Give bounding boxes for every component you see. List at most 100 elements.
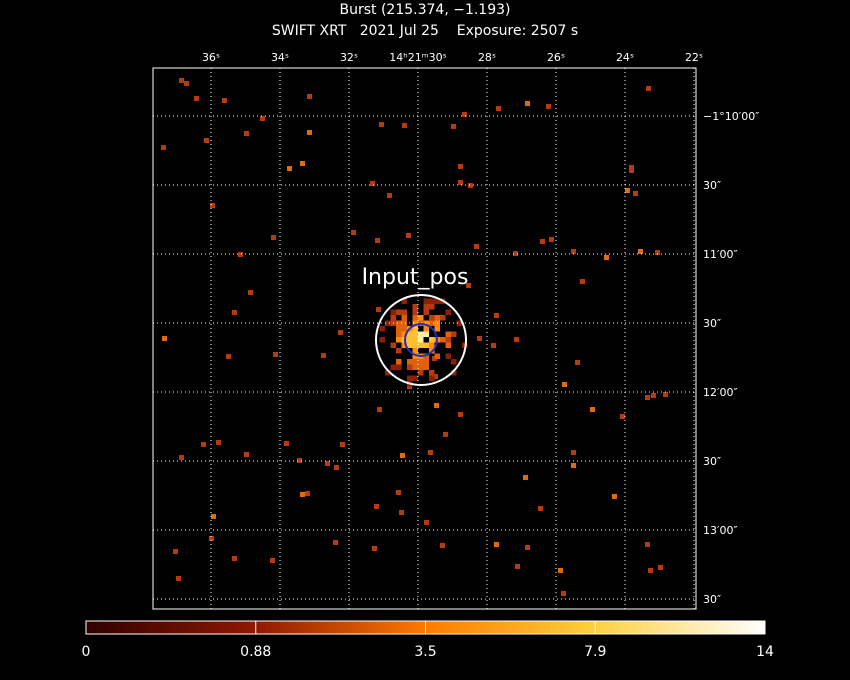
pixel [412,331,418,337]
pixel [412,315,418,321]
ra-label: 24ˢ [616,51,634,64]
pixel [440,315,446,321]
pixel [401,331,407,337]
pixel [515,564,520,569]
dec-label: 12′00″ [703,386,738,399]
pixel [211,514,216,519]
ra-label: 26ˢ [547,51,565,64]
pixel [396,320,402,326]
pixel [300,161,305,166]
pixel [226,354,231,359]
pixel [412,309,418,315]
source-label: Input_pos [362,265,469,290]
pixel [458,180,463,185]
pixel [513,251,518,256]
dec-label: 30″ [703,179,721,192]
pixel [494,542,499,547]
pixel [445,342,451,348]
pixel [525,101,530,106]
pixel [412,375,418,381]
pixel [400,453,405,458]
pixel [204,138,209,143]
pixel [387,193,392,198]
ra-label: 14ʰ21ᵐ30ˢ [389,51,446,64]
pixel [620,414,625,419]
pixel [429,337,435,343]
ra-label: 22ˢ [685,51,703,64]
pixel [462,112,467,117]
pixel [406,233,411,238]
pixel [429,320,435,326]
pixel [558,568,563,573]
pixel [396,490,401,495]
pixel [401,320,407,326]
colorbar-label: 7.9 [584,644,606,660]
pixel [629,165,634,170]
pixel [379,326,385,332]
pixel [396,326,402,332]
pixel [575,360,580,365]
pixel [201,442,206,447]
pixel [451,370,457,376]
pixel [418,342,424,348]
pixel [625,188,630,193]
pixel [401,298,407,304]
pixel [443,432,448,437]
pixel [401,326,407,332]
pixel [424,520,429,525]
dec-label: 30″ [703,317,721,330]
subtitle: SWIFT XRT 2021 Jul 25 Exposure: 2507 s [272,23,578,39]
pixel [194,96,199,101]
colorbar-label: 3.5 [414,644,436,660]
pixel [340,442,345,447]
pixel [418,359,424,365]
pixel [645,395,650,400]
pixel [445,353,451,359]
pixel [390,309,396,315]
pixel [423,304,429,310]
pixel [612,494,617,499]
pixel [418,337,424,343]
pixel [418,331,424,337]
pixel [412,364,418,370]
pixel [571,450,576,455]
pixel [418,315,424,321]
pixel [468,183,473,188]
pixel [260,116,265,121]
pixel [379,122,384,127]
pixel [429,315,435,321]
pixel [633,191,638,196]
pixel [429,304,435,310]
pixel [399,510,404,515]
pixel [412,342,418,348]
pixel [477,336,482,341]
pixel [407,359,413,365]
pixel [423,326,429,332]
pixel [321,353,326,358]
pixel [179,78,184,83]
pixel [401,309,407,315]
pixel [434,326,440,332]
pixel [244,452,249,457]
pixel [385,370,391,376]
pixel [402,123,407,128]
pixel [396,364,402,370]
source-region [375,294,467,386]
pixel [496,106,501,111]
pixel [284,441,289,446]
pixel [407,337,413,343]
pixel [184,81,189,86]
pixel [525,545,530,550]
pixel [396,359,402,365]
pixel [216,440,221,445]
pixel [428,450,433,455]
dec-label: 11′00″ [703,248,738,261]
pixel [423,359,429,365]
pixel [434,315,440,321]
pixel [248,290,253,295]
pixel [407,331,413,337]
pixel [210,203,215,208]
pixel [273,352,278,357]
pixel [334,465,339,470]
pixel [232,556,237,561]
